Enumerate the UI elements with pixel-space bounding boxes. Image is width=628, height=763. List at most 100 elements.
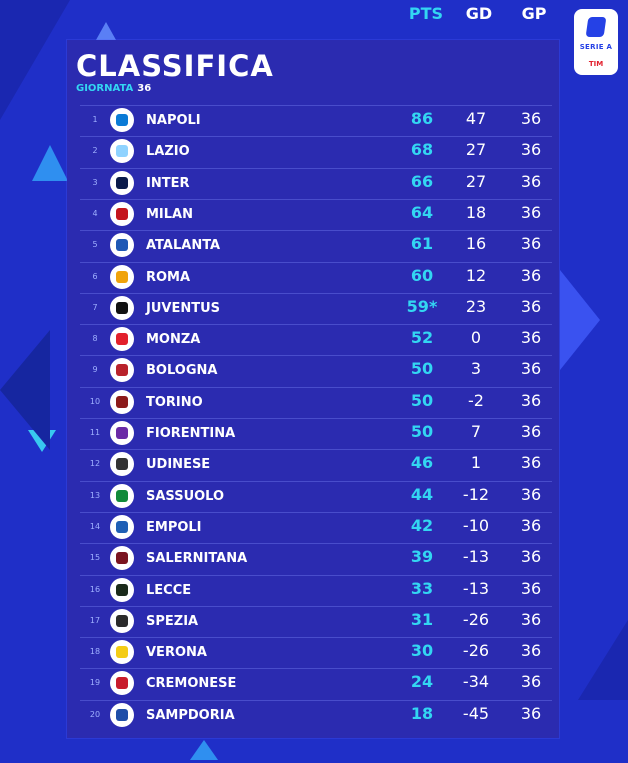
position-number: 14 [89,521,101,531]
serie-a-logo-icon [585,17,607,37]
team-name: CREMONESE [146,676,237,692]
table-row: 6 ROMA 60 12 36 [80,261,552,293]
points-value: 44 [410,484,434,504]
team-crest-icon-core [116,239,128,252]
round-label: GIORNATA [76,83,134,94]
row-divider [80,230,552,232]
table-row: 19 CREMONESE 24 -34 36 [80,668,552,699]
team-name: MILAN [146,206,193,222]
team-crest-icon-core [116,489,128,502]
position-number: 6 [92,271,98,281]
position-number: 15 [89,553,101,563]
games-played-value: 36 [520,515,542,535]
position-number: 13 [89,490,101,500]
team-crest-icon-core [116,270,128,283]
games-played-value: 36 [520,359,542,379]
table-row: 15 SALERNITANA 39 -13 36 [80,543,552,574]
table-row: 17 SPEZIA 31 -26 36 [80,605,552,637]
goal-difference-value: -10 [462,515,490,535]
team-crest-icon-core [116,207,128,220]
table-row: 10 TORINO 50 -2 36 [80,386,552,418]
team-crest-icon-core [116,364,128,377]
team-name: VERONA [146,645,207,661]
team-crest-icon [110,640,134,665]
points-value: 50 [410,359,434,379]
column-header-pts: PTS [408,4,444,23]
games-played-value: 36 [520,578,542,598]
table-row: 12 UDINESE 46 1 36 [80,449,552,480]
team-crest-icon-core [116,614,128,627]
points-value: 18 [410,703,434,723]
games-played-value: 36 [520,234,542,254]
points-value: 33 [410,578,434,598]
position-number: 17 [89,615,101,625]
games-played-value: 36 [520,547,542,567]
table-row: 4 MILAN 64 18 36 [80,198,552,230]
team-crest-icon-core [116,301,128,314]
games-played-value: 36 [520,484,542,504]
position-number: 4 [92,208,98,218]
points-value: 30 [410,641,434,661]
team-crest-icon-core [116,427,128,439]
bg-triangle [32,145,68,181]
team-name: MONZA [146,332,201,348]
table-row: 9 BOLOGNA 50 3 36 [80,355,552,386]
team-crest-icon-core [116,708,128,721]
serie-a-logo: SERIE A TIM [574,9,618,75]
row-divider [80,668,552,670]
points-value: 68 [410,140,434,160]
goal-difference-value: 1 [470,453,482,473]
team-crest-icon [110,233,134,258]
goal-difference-value: 12 [465,265,487,285]
points-value: 24 [410,672,434,692]
games-played-value: 36 [520,672,542,692]
row-divider [80,637,552,639]
table-row: 14 EMPOLI 42 -10 36 [80,511,552,543]
team-crest-icon-core [116,520,128,533]
team-name: ATALANTA [146,238,221,254]
row-divider [80,511,552,513]
team-crest-icon [110,577,134,602]
games-played-value: 36 [520,265,542,285]
team-crest-icon [110,108,134,132]
goal-difference-value: -12 [462,484,490,504]
goal-difference-value: 3 [470,359,482,379]
row-divider [80,324,552,326]
table-row: 18 VERONA 30 -26 36 [80,637,552,668]
page-title: CLASSIFICA [76,49,274,83]
row-divider [80,261,552,263]
goal-difference-value: 7 [470,422,482,441]
team-name: ROMA [146,269,191,285]
row-divider [80,198,552,200]
goal-difference-value: -2 [468,390,484,410]
team-crest-icon [110,327,134,352]
column-header-gp: GP [521,4,547,23]
row-divider [80,355,552,357]
row-divider [80,480,552,482]
position-number: 11 [89,428,101,437]
row-divider [80,292,552,294]
games-played-value: 36 [520,422,542,441]
table-row: 3 INTER 66 27 36 [80,167,552,199]
row-divider [80,105,552,106]
row-divider [80,574,552,576]
team-crest-icon [110,358,134,383]
team-name: TORINO [146,394,203,410]
round-value: 36 [137,83,152,94]
team-name: LAZIO [146,144,190,160]
row-divider [80,449,552,451]
team-crest-icon [110,295,134,320]
team-crest-icon-core [116,646,128,659]
position-number: 2 [92,146,98,156]
team-crest-icon [110,546,134,571]
games-played-value: 36 [520,453,542,473]
team-crest-icon-core [116,583,128,596]
points-value: 66 [410,171,434,191]
bg-triangle [96,22,116,40]
team-name: EMPOLI [146,519,202,535]
position-number: 19 [89,678,101,688]
team-crest-icon [110,702,134,727]
position-number: 9 [92,365,98,375]
team-name: SASSUOLO [146,488,225,504]
goal-difference-value: 47 [465,109,487,128]
